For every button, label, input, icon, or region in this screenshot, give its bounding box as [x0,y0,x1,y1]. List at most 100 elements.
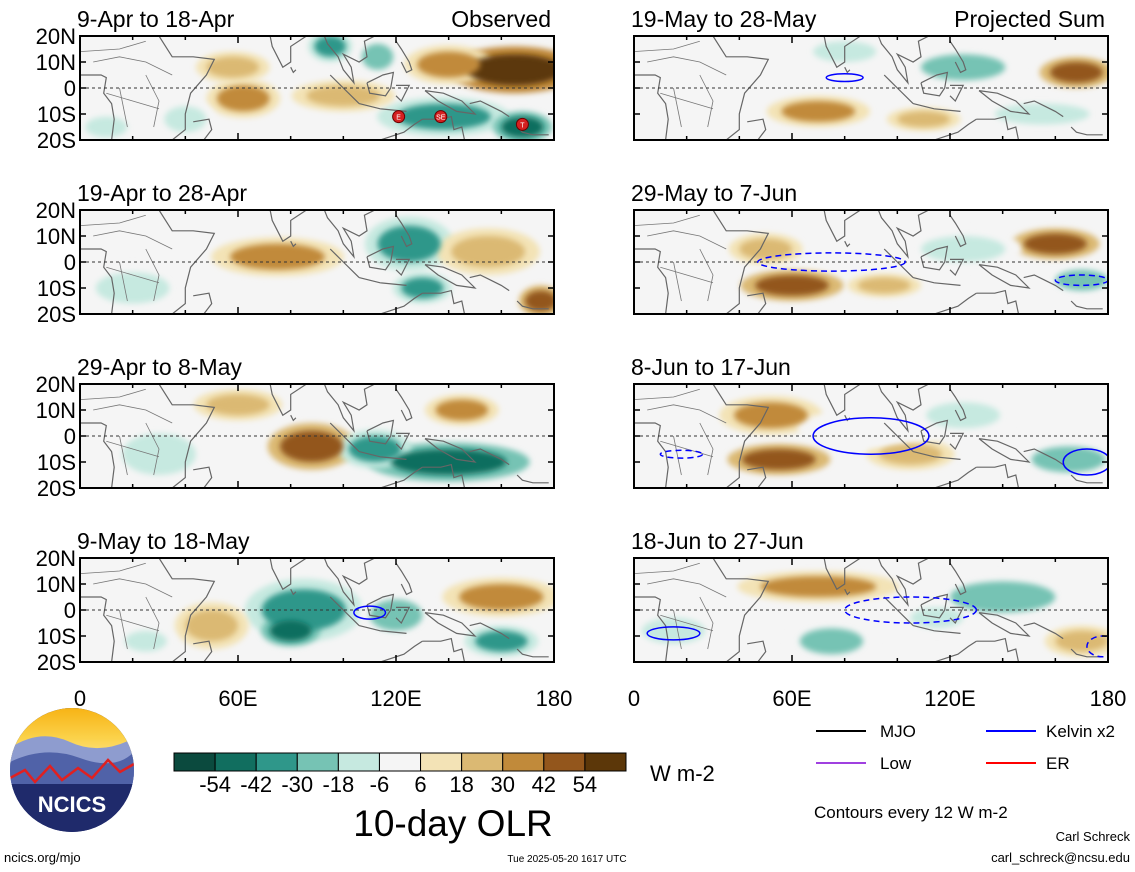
storm-label: E [396,115,401,122]
anomaly-core [230,243,325,270]
anomaly-core [1023,233,1087,255]
coastline [883,248,914,279]
coastline [933,292,977,314]
coastline [844,588,851,596]
legend-kelvin: Kelvin x2 [1046,722,1115,741]
coastline [422,463,466,488]
y-tick-label: 20S [37,302,76,327]
border-line [673,261,682,302]
coastline [395,432,411,451]
coastline [1070,300,1103,310]
coastline [634,596,669,662]
coastline [747,118,767,140]
border-line [699,74,714,128]
x-axis-left: 0 60E 120E 180 [74,686,572,711]
colorbar-label: -6 [370,772,390,797]
anomaly-core [122,433,196,476]
coastline [193,466,213,488]
legend-mjo: MJO [880,722,916,741]
border-line [145,74,160,128]
coastline [883,596,914,627]
coastline [227,210,376,259]
colorbar-swatch [173,752,216,772]
coastline [949,432,965,451]
colorbar-swatch [255,752,298,772]
coastline [976,463,1020,488]
anomaly-core [206,56,260,78]
panel-period: 19-Apr to 28-Apr [77,180,247,206]
border-line [93,404,173,424]
anomaly-core [435,399,489,421]
border-line [145,596,160,650]
colorbar-label: 6 [414,772,426,797]
y-tick-label: 0 [64,598,76,623]
coastline [781,210,930,259]
coastline [634,74,669,140]
coastline [912,451,961,460]
coastline [424,90,477,115]
coastline [781,558,930,607]
border-line [93,230,173,250]
border-line [660,440,714,458]
kelvin-contour [646,626,701,641]
coastline [422,637,466,662]
anomaly-core [1031,446,1106,473]
colorbar-label: -18 [322,772,354,797]
storm-label: SE [436,115,446,122]
colorbar-label: 30 [490,772,514,797]
coastline [379,640,423,662]
panel-period: 9-Apr to 18-Apr [77,6,235,32]
border-line [119,87,128,128]
colorbar-swatch [378,752,422,772]
anomaly-core [897,111,951,127]
colorbar-label: -54 [199,772,231,797]
y-tick-label: 20N [36,372,76,397]
coastline [912,103,961,112]
coastline [366,71,395,97]
colorbar-swatch [584,752,627,772]
coastline [227,384,376,433]
kelvin-contour [353,605,387,620]
border-line [699,248,714,302]
border-line [80,214,146,226]
coastline [395,388,413,422]
anomaly-core [348,436,402,462]
anomaly-core [525,290,554,312]
colorbar-swatch [420,752,463,772]
coastline [395,258,411,277]
coastline [329,248,360,279]
coastline [747,466,767,488]
x-tick-label: 0 [74,686,86,711]
y-tick-label: 10S [37,276,76,301]
border-line [660,614,714,632]
chart-title: 10-day OLR [353,803,553,844]
column-label: Projected Sum [954,6,1105,32]
anomaly-core [994,103,1090,125]
border-line [80,388,146,400]
units-label: W m-2 [650,761,715,786]
border-line [673,609,682,650]
anomaly-core [781,101,856,122]
colorbar-label: 54 [573,772,597,797]
anomaly-core [799,628,864,655]
coastline [712,558,770,662]
y-tick-label: 10S [37,102,76,127]
anomaly-core [755,275,829,296]
coastline [193,292,213,314]
border-line [634,388,700,400]
storm-marker [434,110,448,124]
anomaly-core [377,225,441,262]
anomaly-core [878,443,943,465]
coastline [366,245,395,271]
coastline [976,115,1020,140]
y-tick-label: 0 [64,76,76,101]
coastline [358,625,407,634]
anomaly-core [216,85,270,112]
y-tick-label: 10N [36,50,76,75]
coastline [912,625,961,634]
kelvin-contour [659,449,704,459]
y-tick-label: 20N [36,546,76,571]
y-tick-label: 10N [36,572,76,597]
border-line [699,422,714,476]
